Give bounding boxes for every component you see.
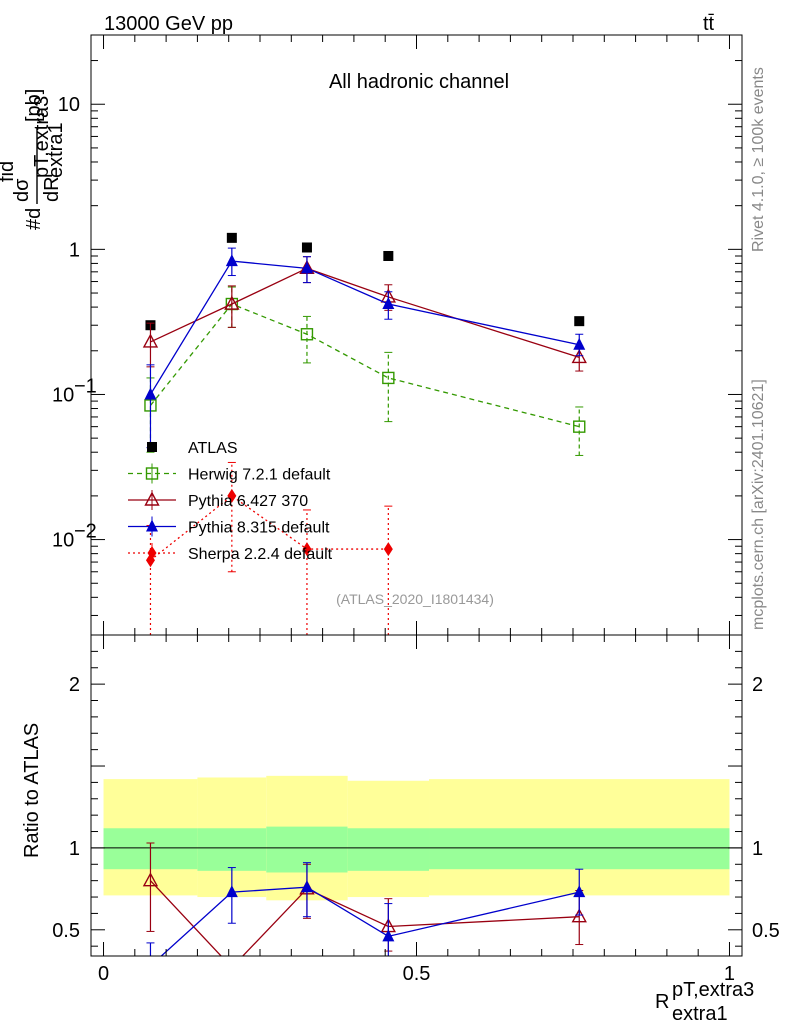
legend-herwig-7-2-1-default-label: Herwig 7.2.1 default xyxy=(188,467,331,484)
reference-label: (ATLAS_2020_I1801434) xyxy=(336,591,494,607)
pythia-6-427-370-line xyxy=(150,267,580,359)
ratio-pythia-6-427-370-point xyxy=(142,872,159,887)
ratio-pythia-8-315-default-point xyxy=(225,885,238,898)
x-label-sub: extra1 xyxy=(672,1003,728,1024)
atlas-point xyxy=(226,232,237,243)
ratio-y-ticks: 2 2 1 1 0.5 0.5 xyxy=(52,650,780,947)
x-tick-label: 0.5 xyxy=(403,963,431,985)
chart-title: All hadronic channel xyxy=(329,71,509,93)
herwig-7-2-1-default-point xyxy=(573,420,586,433)
pythia-8-315-default-point xyxy=(573,337,586,350)
ratio-pythia-8-315-default-point xyxy=(573,885,586,898)
pythia-8-315-default-point xyxy=(382,297,395,310)
y-tick-label: 10 xyxy=(58,94,80,116)
ratio-band-1sigma xyxy=(429,828,730,870)
herwig-7-2-1-default-point xyxy=(300,328,314,341)
y-tick-exponent: −2 xyxy=(74,521,97,543)
pythia-6-427-370-point xyxy=(571,348,587,364)
ratio-y-tick-label-right: 1 xyxy=(752,838,763,860)
ratio-pythia-6-427-370-point xyxy=(571,908,587,923)
sherpa-2-2-4-default-line xyxy=(150,495,389,561)
ratio-y-axis-label: Ratio to ATLAS xyxy=(21,723,43,858)
herwig-7-2-1-default-line xyxy=(149,303,580,428)
sherpa-2-2-4-default-point xyxy=(302,542,312,557)
legend-pythia-6-427-370-marker xyxy=(144,491,160,506)
ratio-pythia-8-315-default-point xyxy=(300,880,313,893)
legend-sherpa-2-2-4-default-marker xyxy=(147,546,157,560)
y-label-unit: [pb] xyxy=(23,89,45,122)
y-label-dsigma: dσ xyxy=(11,178,33,202)
pythia-6-427-370-point xyxy=(142,333,159,348)
side-text-mcplots: mcplots.cern.ch [arXiv:2401.10621] xyxy=(750,379,767,630)
x-tick-label: 1 xyxy=(724,963,735,985)
ratio-series xyxy=(142,842,587,972)
y-tick-label: 10 xyxy=(52,384,74,406)
header-energy: 13000 GeV pp xyxy=(104,13,233,35)
sherpa-2-2-4-default-point xyxy=(383,542,393,557)
y-tick-exponent: −1 xyxy=(74,375,97,397)
atlas-point xyxy=(574,316,585,327)
ratio-band-1sigma xyxy=(347,828,430,871)
ratio-y-tick-label-right: 0.5 xyxy=(752,920,780,942)
y-tick-label: 10 xyxy=(52,530,74,552)
ratio-y-tick-label-right: 2 xyxy=(752,674,763,696)
pythia-8-315-default-point xyxy=(225,254,238,267)
ratio-panel: 2 21 10.5 0.5 0 0.5 1 xyxy=(52,634,780,985)
atlas-point xyxy=(383,250,394,261)
x-tick-label: 0 xyxy=(98,963,109,985)
y-label-fid: fid xyxy=(0,161,18,182)
legend-pythia-6-427-370-label: Pythia 6.427 370 xyxy=(188,493,308,510)
legend-pythia-8-315-default-marker xyxy=(146,519,158,532)
sherpa-2-2-4-default-point xyxy=(227,488,237,503)
ratio-pythia-8-315-default-line xyxy=(160,886,580,956)
ratio-y-tick-label: 2 xyxy=(69,674,80,696)
ratio-band-1sigma xyxy=(197,828,267,871)
pythia-8-315-default-line xyxy=(149,260,580,395)
pythia-8-315-default-point xyxy=(144,387,157,400)
ratio-pythia-8-315-default-point xyxy=(144,959,156,971)
y-label-hash: #d xyxy=(23,208,45,230)
ratio-y-tick-label: 1 xyxy=(69,838,80,860)
main-x-ticks xyxy=(103,35,730,635)
herwig-7-2-1-default-point xyxy=(382,371,395,385)
ratio-x-ticks: 0 0.5 1 xyxy=(98,635,735,985)
legend-atlas-label: ATLAS xyxy=(188,440,238,457)
x-label-R: R xyxy=(655,991,669,1013)
y-tick-label: 1 xyxy=(69,239,80,261)
side-text-rivet: Rivet 4.1.0, ≥ 100k events xyxy=(750,67,767,252)
header-process: tt̄ xyxy=(703,13,715,35)
legend: ATLAS Herwig 7.2.1 default Pythia 6.427 37… xyxy=(128,440,333,563)
x-axis-label: R pT,extra3 extra1 xyxy=(655,979,754,1024)
main-y-axis-label: #d dσ fid dR pT,extra3 extra1 [pb] xyxy=(0,89,67,230)
y-label-dR-sup: pT,extra3 xyxy=(31,96,53,178)
legend-pythia-8-315-default-label: Pythia 8.315 default xyxy=(188,520,330,537)
atlas-point xyxy=(301,242,312,253)
ratio-pythia-8-315-default-point xyxy=(382,929,395,942)
legend-sherpa-2-2-4-default-label: Sherpa 2.2.4 default xyxy=(188,546,333,563)
main-series xyxy=(142,232,587,635)
ratio-bands xyxy=(91,775,742,901)
pythia-8-315-default-point xyxy=(300,261,313,274)
pythia-6-427-370-point xyxy=(224,295,240,310)
legend-atlas-marker xyxy=(147,442,157,452)
legend-herwig-7-2-1-default-marker xyxy=(145,467,159,480)
ratio-y-tick-label: 0.5 xyxy=(52,920,80,942)
y-label-dR: dR xyxy=(41,176,63,202)
y-label-dR-sub: extra1 xyxy=(45,122,67,178)
ratio-pythia-6-427-370-point xyxy=(225,960,238,972)
main-frame xyxy=(90,34,743,636)
x-label-sup: pT,extra3 xyxy=(672,979,754,1001)
